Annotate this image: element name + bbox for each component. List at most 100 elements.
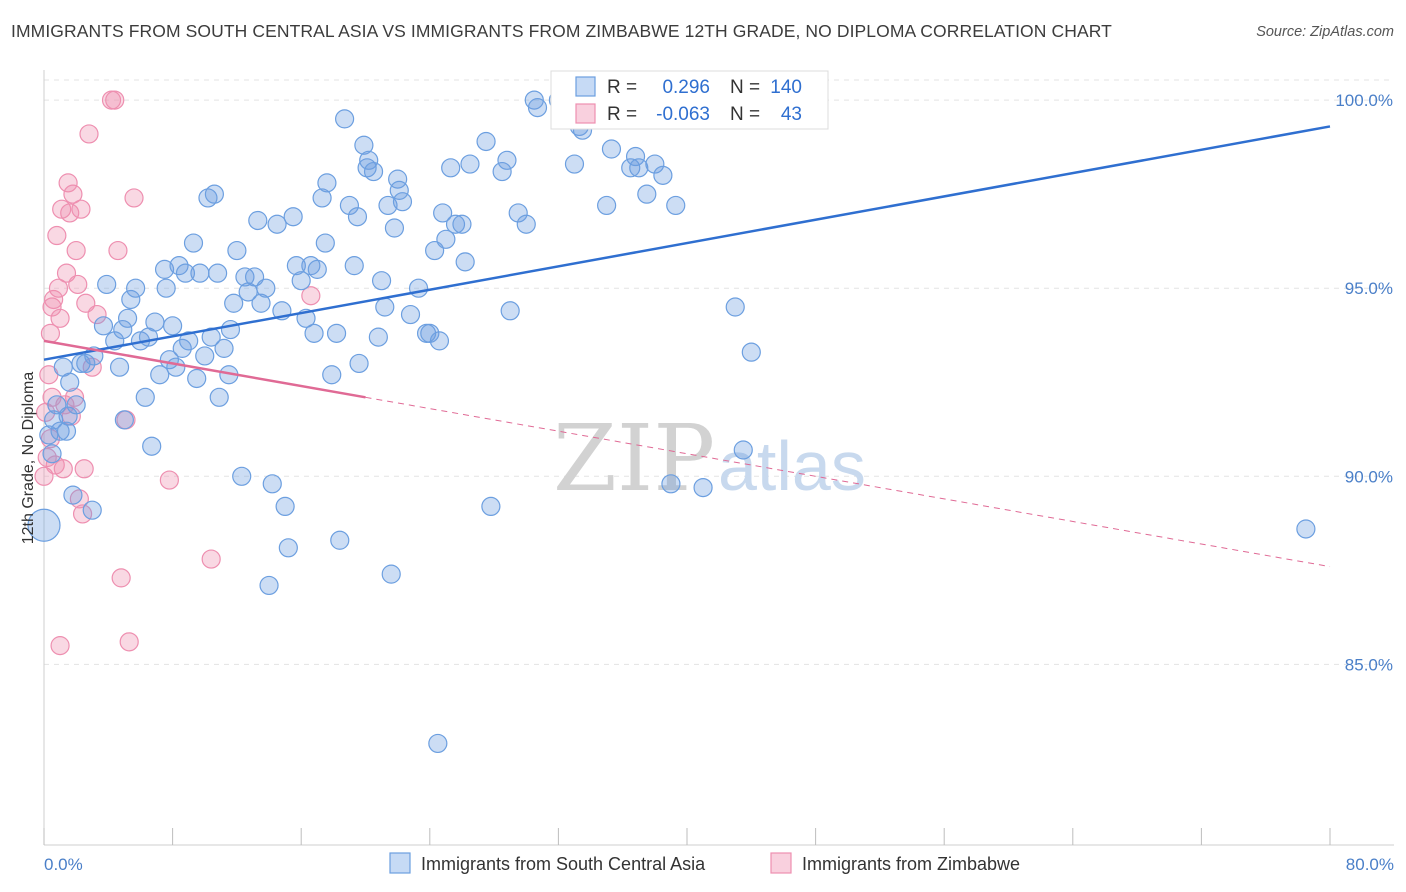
bottom-legend-swatch-pink [770, 852, 792, 874]
south-central-asia-point-83 [347, 207, 368, 227]
south-central-asia-point-66 [278, 538, 298, 558]
y-tick-label-1: 90.0% [1345, 467, 1393, 486]
south-central-asia-point-34 [163, 316, 183, 336]
south-central-asia-point-28 [142, 436, 162, 456]
south-central-asia-point-65 [275, 496, 295, 517]
south-central-asia-point-72 [304, 323, 324, 343]
south-central-asia-point-76 [317, 173, 337, 193]
south-central-asia-point-79 [330, 530, 350, 550]
south-central-asia-point-106 [436, 229, 456, 249]
zimbabwe-point-15 [58, 173, 78, 193]
south-central-asia-point-52 [224, 293, 244, 313]
y-tick-label-0: 85.0% [1345, 655, 1393, 674]
south-central-asia-point-111 [460, 154, 480, 174]
legend-r-label-2: R = [607, 104, 637, 125]
south-central-asia-point-85 [354, 135, 374, 155]
south-central-asia-point-77 [322, 365, 342, 385]
y-tick-labels: 85.0% 90.0% 95.0% 100.0% [1335, 91, 1393, 674]
south-central-asia-point-92 [378, 195, 398, 216]
south-central-asia-point-39 [179, 331, 199, 351]
south-central-asia-point-47 [208, 263, 228, 283]
south-central-asia-point-127 [625, 146, 646, 167]
y-tick-label-2: 95.0% [1345, 279, 1393, 298]
bottom-legend-label-2: Immigrants from Zimbabwe [802, 854, 1020, 874]
south-central-asia-point-113 [481, 496, 501, 517]
watermark-atlas: atlas [718, 427, 866, 505]
south-central-asia-point-29 [145, 312, 165, 332]
legend-r-value-2: -0.063 [656, 104, 710, 125]
south-central-asia-point-96 [389, 180, 409, 200]
south-central-asia-point-31 [154, 259, 175, 279]
south-central-asia-point-51 [220, 319, 241, 340]
south-central-asia-point-14 [82, 500, 102, 520]
zimbabwe-point-24 [72, 504, 93, 524]
zimbabwe-point-8 [47, 225, 67, 246]
bottom-legend-swatch-blue [389, 852, 411, 874]
south-central-asia-point-89 [368, 327, 388, 347]
south-central-asia-point-3 [44, 410, 64, 430]
south-central-asia-point-110 [455, 252, 475, 272]
x-tick-label-max: 80.0% [1346, 855, 1394, 874]
south-central-asia-point-112 [476, 131, 496, 152]
zimbabwe-point-19 [64, 387, 85, 407]
south-central-asia-point-73 [307, 259, 327, 279]
south-central-asia-point-42 [190, 263, 210, 283]
south-central-asia-point-40 [183, 233, 204, 253]
zimbabwe-point-21 [68, 274, 88, 295]
south-central-asia-point-20 [113, 319, 133, 340]
south-central-asia-point-55 [235, 267, 255, 287]
south-central-asia-point-46 [204, 184, 224, 204]
zimbabwe-point-23 [71, 199, 91, 219]
south-central-asia-point-114 [492, 161, 512, 182]
south-central-asia-point-97 [392, 192, 413, 212]
zimbabwe-point-32 [108, 240, 128, 261]
trend-line-zimbabwe [43, 339, 366, 399]
south-central-asia-point-53 [227, 240, 247, 261]
zimbabwe-point-39 [301, 286, 321, 306]
south-central-asia-point-59 [251, 293, 271, 313]
south-central-asia-point-22 [117, 308, 138, 328]
south-central-asia-point-9 [60, 372, 80, 392]
south-central-asia-point-132 [661, 474, 681, 494]
x-ticks [43, 828, 1331, 845]
bottom-legend: Immigrants from South Central Asia Immig… [389, 852, 1020, 874]
x-tick-label-min: 0.0% [44, 855, 83, 874]
south-central-asia-point-75 [315, 233, 335, 253]
south-central-asia-point-116 [500, 301, 520, 321]
south-central-asia-point-115 [497, 150, 517, 170]
zimbabwe-point-38 [201, 549, 221, 569]
south-central-asia-point-103 [428, 733, 448, 754]
south-central-asia-point-7 [56, 421, 77, 441]
south-central-asia-point-129 [637, 184, 657, 204]
legend-n-value-1: 140 [770, 77, 802, 98]
south-central-asia-point-98 [400, 304, 421, 325]
south-central-asia-point-67 [283, 207, 303, 227]
grid-lines [44, 79, 1394, 665]
south-central-asia-point-5 [50, 421, 70, 441]
south-central-asia-point-41 [187, 368, 207, 389]
south-central-asia-point-60 [256, 278, 276, 298]
south-central-asia-point-58 [248, 210, 268, 231]
south-central-asia-point-91 [375, 297, 395, 317]
south-central-asia-point-24 [126, 278, 146, 298]
south-central-asia-point-117 [508, 203, 528, 223]
legend-box: R = 0.296 N = 140 R = -0.063 N = 43 [550, 70, 829, 130]
south-central-asia-point-35 [166, 357, 186, 377]
south-central-asia-point-82 [344, 256, 364, 276]
zimbabwe-point-16 [60, 203, 80, 223]
bottom-legend-label-1: Immigrants from South Central Asia [421, 854, 706, 874]
y-tick-label-3: 100.0% [1335, 91, 1393, 110]
south-central-asia-point-90 [371, 271, 392, 291]
south-central-asia-point-30 [150, 365, 170, 385]
south-central-asia-point-124 [597, 195, 617, 216]
south-central-asia-point-87 [359, 150, 379, 170]
south-central-asia-point-88 [363, 161, 384, 182]
legend-swatch-pink [575, 103, 596, 124]
south-central-asia-point-138 [1296, 519, 1316, 539]
series-south-central-asia-points [27, 90, 1316, 754]
south-central-asia-point-80 [335, 109, 355, 129]
south-central-asia-point-134 [693, 477, 713, 498]
south-central-asia-point-78 [326, 323, 347, 343]
zimbabwe-point-36 [124, 188, 144, 208]
y-axis-label: 12th Grade, No Diploma [20, 372, 37, 545]
